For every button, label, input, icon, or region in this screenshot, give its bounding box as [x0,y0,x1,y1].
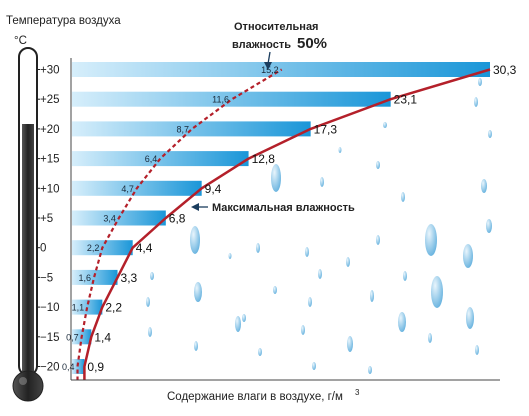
water-drop [271,164,281,192]
water-drop [258,348,262,356]
value-label-relative: 3,4 [103,214,116,224]
chart-title: Температура воздуха [6,15,121,27]
bar-max-humidity [72,299,103,315]
relative-humidity-caption-line1: Относительная [234,21,318,33]
water-drop [488,130,492,138]
y-tick-label: +25 [40,94,60,106]
y-tick-label: +15 [40,154,60,166]
value-label-relative: 0,7 [66,332,79,342]
water-drop [338,147,342,153]
water-drop [305,247,309,257]
water-drop [346,257,350,267]
water-drop [401,192,405,202]
water-drop [150,272,154,280]
y-tick-label: −10 [40,302,60,314]
thermometer-ticks: +30 +25 +20 +15 +10 +5 0 −5 −10 −15 −20 [37,65,60,374]
water-drop [312,362,316,370]
value-label-relative: 1,1 [72,303,85,313]
x-axis-label-superscript: 3 [355,388,360,397]
value-label-max: 17,3 [314,122,338,136]
water-drop [398,312,406,332]
value-label-max: 23,1 [394,93,418,107]
max-humidity-arrowhead [191,203,199,211]
value-label-relative: 2,2 [87,243,100,253]
water-drop [190,226,200,254]
max-humidity-curve [83,68,491,381]
value-label-max: 0,9 [87,360,104,374]
value-label-max: 30,3 [493,63,517,77]
water-drop [425,224,437,256]
y-tick-label: +20 [40,124,60,136]
bar-max-humidity [72,91,391,107]
value-label-relative: 8,7 [177,124,190,134]
value-label-relative: 1,6 [79,273,92,283]
unit-label: °C [14,35,27,47]
water-drop [194,341,198,351]
bar-max-humidity [72,151,249,167]
water-drop [194,282,202,302]
y-tick-label: +10 [40,183,60,195]
value-label-max: 3,3 [121,271,138,285]
bars [72,62,490,374]
water-drop [148,327,152,337]
water-drop [347,336,353,352]
water-drop [475,345,479,355]
water-drop [301,325,305,335]
water-drop [383,122,387,128]
water-drop [481,179,487,193]
value-label-max: 9,4 [205,182,222,196]
water-drop [320,177,324,187]
value-label-relative: 11,6 [212,95,229,105]
y-tick-label: −20 [40,362,60,374]
bar-max-humidity [72,121,311,137]
relative-humidity-percent: 50% [297,35,327,52]
water-drop [466,307,474,329]
curves [76,68,491,381]
water-drop [376,161,380,169]
relative-humidity-arrowhead [264,62,272,70]
water-drop [486,219,492,233]
water-drop [308,297,312,307]
water-drop [318,269,322,279]
bar-max-humidity [72,269,118,285]
value-label-max: 12,8 [252,152,276,166]
value-labels: 30,3 15,2 23,1 11,6 17,3 8,7 12,8 6,4 9,4 4,7 6,8 3… [62,63,517,374]
value-label-relative: 4,7 [121,184,134,194]
water-drop [403,271,407,281]
y-tick-label: +5 [40,213,53,225]
value-label-relative: 15,2 [261,65,279,75]
y-tick-label: −5 [40,272,53,284]
water-drop [463,244,473,268]
water-drop [228,253,232,259]
water-drop [256,243,260,253]
water-drop [474,97,478,107]
value-label-max: 6,8 [169,212,186,226]
value-label-max: 4,4 [136,241,153,255]
water-drop [368,366,372,374]
water-drop [428,333,432,343]
value-label-max: 1,4 [94,330,111,344]
water-drop [242,314,246,322]
value-label-relative: 6,4 [145,154,158,164]
water-drop [431,276,443,308]
relative-humidity-curve [76,68,283,381]
max-humidity-caption: Максимальная влажность [212,202,355,214]
water-drops [146,67,492,374]
water-drop [370,290,374,302]
value-label-relative: 0,4 [62,362,75,372]
water-drop [146,297,150,307]
water-drop [376,235,380,245]
value-label-max: 2,2 [105,301,122,315]
water-drop [273,286,277,294]
y-tick-label: +30 [40,65,60,77]
relative-humidity-caption-line2: влажность [232,39,291,51]
y-tick-label: 0 [40,243,46,255]
y-tick-label: −15 [40,332,60,344]
x-axis-label: Содержание влаги в воздухе, г/м [167,391,343,403]
water-drop [235,316,241,332]
thermometer-icon: °C [12,35,44,402]
water-drop [478,78,482,86]
